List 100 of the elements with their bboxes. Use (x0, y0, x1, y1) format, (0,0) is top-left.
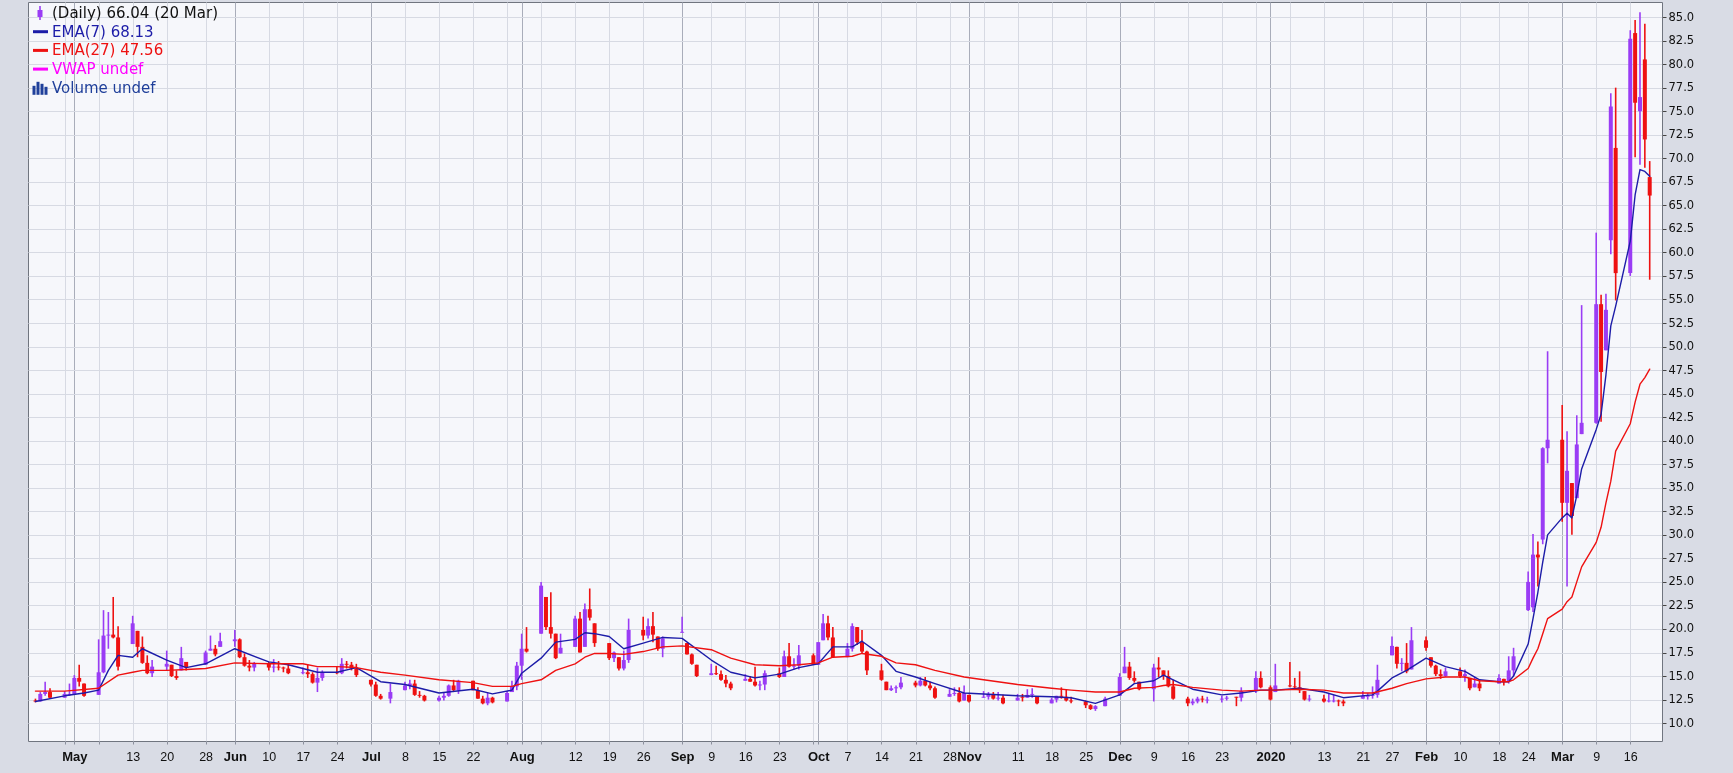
y-tick-label: 40.0 (1668, 433, 1695, 448)
legend-label: EMA(27) 47.56 (52, 41, 164, 60)
candlestick (1122, 646, 1127, 675)
x-tick-label: 19 (602, 749, 617, 764)
x-tick-label: 7 (844, 749, 852, 764)
x-tick-label: 9 (708, 749, 716, 764)
x-tick-label: Jul (362, 748, 381, 764)
y-tick-label: 45.0 (1668, 386, 1695, 401)
y-tick-label: 17.5 (1668, 645, 1695, 660)
candlestick (1545, 350, 1550, 465)
candlestick (646, 617, 651, 640)
candlestick (1647, 160, 1652, 281)
y-tick-label: 75.0 (1668, 103, 1695, 118)
candlestick (787, 642, 792, 669)
candlestick (130, 614, 135, 645)
x-tick-label: May (62, 748, 89, 764)
y-tick-label: 12.5 (1668, 692, 1695, 707)
candlestick (315, 666, 320, 693)
x-tick-label: 9 (1150, 749, 1158, 764)
candlestick (621, 649, 626, 672)
y-tick-label: 52.5 (1668, 315, 1695, 330)
candlestick (77, 663, 82, 688)
candlestick (592, 622, 597, 648)
candlestick (650, 611, 655, 643)
candlestick (1511, 647, 1516, 677)
x-tick-label: 8 (401, 749, 409, 764)
y-tick-label: 70.0 (1668, 150, 1695, 165)
candlestick (1506, 655, 1511, 685)
x-tick-label: 23 (772, 749, 787, 764)
candlestick (641, 615, 646, 642)
x-tick-label: 22 (466, 749, 481, 764)
candlestick (1030, 687, 1035, 699)
x-tick-label: 24 (1521, 749, 1536, 764)
y-tick-label: 47.5 (1668, 362, 1695, 377)
y-tick-label: 65.0 (1668, 197, 1695, 212)
x-tick-label: 28 (943, 749, 958, 764)
x-tick-label: Feb (1414, 748, 1439, 764)
x-tick-label: 21 (909, 749, 923, 764)
candlestick (519, 632, 524, 681)
candlestick (894, 684, 899, 694)
y-tick-label: 27.5 (1668, 550, 1695, 565)
x-tick-label: 13 (1317, 749, 1332, 764)
y-tick-label: 10.0 (1668, 715, 1695, 730)
y-tick-label: 15.0 (1668, 668, 1695, 683)
legend-label: (Daily) 66.04 (20 Mar) (52, 4, 218, 22)
legend-label: VWAP undef (52, 60, 145, 79)
candlestick (164, 649, 169, 672)
y-tick-label: 37.5 (1668, 456, 1695, 471)
candlestick (1637, 11, 1642, 166)
x-tick-label: 9 (1593, 749, 1601, 764)
x-tick-label: 28 (199, 749, 214, 764)
x-tick-label: 11 (1011, 749, 1025, 764)
x-tick-label: 20 (160, 749, 175, 764)
candlestick (388, 682, 393, 705)
x-tick-label: 16 (1181, 749, 1196, 764)
x-tick-label: 27 (1385, 749, 1400, 764)
x-tick-label: 2020 (1256, 748, 1286, 764)
x-tick-label: 18 (1492, 749, 1507, 764)
candlestick (709, 663, 714, 676)
x-tick-label: 25 (1079, 749, 1094, 764)
candlestick (237, 637, 242, 659)
y-tick-label: 67.5 (1668, 174, 1695, 189)
candlestick (1253, 670, 1258, 694)
candlestick (1287, 661, 1292, 689)
legend-label: EMA(7) 68.13 (52, 22, 154, 41)
y-tick-label: 30.0 (1668, 527, 1695, 542)
x-tick-label: 10 (1453, 749, 1468, 764)
y-tick-label: 25.0 (1668, 574, 1695, 589)
candlestick (680, 615, 685, 634)
y-tick-label: 35.0 (1668, 480, 1695, 495)
x-tick-label: 15 (432, 749, 447, 764)
x-tick-label: 14 (875, 749, 889, 764)
candlestick (816, 641, 821, 666)
candlestick (1579, 304, 1584, 435)
y-tick-label: 55.0 (1668, 291, 1695, 306)
candlestick (524, 626, 529, 654)
candlestick (714, 664, 719, 676)
x-tick-label: Mar (1551, 748, 1575, 764)
candlestick (441, 692, 446, 702)
candlestick (1205, 695, 1210, 705)
y-tick-label: 20.0 (1668, 621, 1695, 636)
y-tick-label: 32.5 (1668, 503, 1695, 518)
x-tick-label: Sep (670, 748, 695, 764)
y-tick-label: 60.0 (1668, 244, 1695, 259)
candlestick (796, 644, 801, 671)
y-tick-label: 62.5 (1668, 221, 1695, 236)
candlestick (1292, 677, 1297, 691)
candlestick (850, 622, 855, 653)
x-tick-label: 10 (262, 749, 277, 764)
x-tick-label: 26 (636, 749, 651, 764)
x-tick-label: 13 (126, 749, 141, 764)
x-tick-label: 12 (568, 749, 583, 764)
x-tick-label: Aug (509, 748, 535, 764)
x-tick-label: Dec (1108, 748, 1133, 764)
y-tick-label: 42.5 (1668, 409, 1695, 424)
x-tick-label: Oct (807, 748, 831, 764)
x-tick-label: Nov (957, 748, 983, 764)
candlestick (996, 691, 1001, 702)
x-tick-label: 24 (330, 749, 345, 764)
y-tick-label: 72.5 (1668, 127, 1695, 142)
